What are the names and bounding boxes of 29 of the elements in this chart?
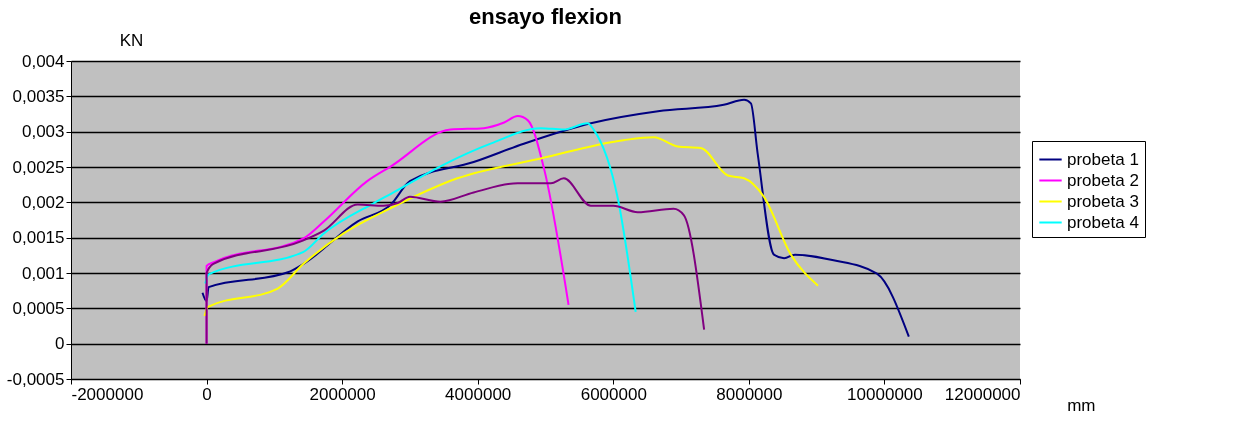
y-tick-label: 0,004 xyxy=(21,51,65,71)
x-tick-label: 4000000 xyxy=(445,384,512,404)
y-axis-title: KN xyxy=(119,30,144,50)
x-tick-label: 6000000 xyxy=(580,384,647,404)
chart-title: ensayo flexion xyxy=(469,4,622,29)
y-tick-label: -0,0005 xyxy=(6,369,65,389)
legend-label: probeta 3 xyxy=(1067,191,1139,211)
y-tick-label: 0,002 xyxy=(21,192,65,212)
y-tick-label: 0 xyxy=(55,334,65,354)
legend-label: probeta 4 xyxy=(1067,212,1139,232)
x-tick-label: 8000000 xyxy=(716,384,783,404)
line-series xyxy=(201,98,910,338)
x-tick-label: 10000000 xyxy=(847,384,923,404)
y-tick-label: 0,0025 xyxy=(12,157,65,177)
line-series xyxy=(204,122,637,313)
line-series xyxy=(203,136,819,318)
y-tick-label: 0,0005 xyxy=(12,298,65,318)
y-tick-label: 0,003 xyxy=(21,122,65,142)
y-tick-label: 0,0015 xyxy=(12,228,65,248)
x-tick-label: -2000000 xyxy=(71,384,144,404)
y-tick-label: 0,0035 xyxy=(12,86,65,106)
y-tick-label: 0,001 xyxy=(21,263,65,283)
x-tick-label: 12000000 xyxy=(944,384,1021,404)
legend-label: probeta 1 xyxy=(1067,149,1139,169)
line-series xyxy=(205,177,706,345)
legend-label: probeta 2 xyxy=(1067,170,1139,190)
x-tick-label: 2000000 xyxy=(309,384,376,404)
x-tick-label: 0 xyxy=(202,384,212,404)
x-axis-title: mm xyxy=(1067,395,1096,415)
